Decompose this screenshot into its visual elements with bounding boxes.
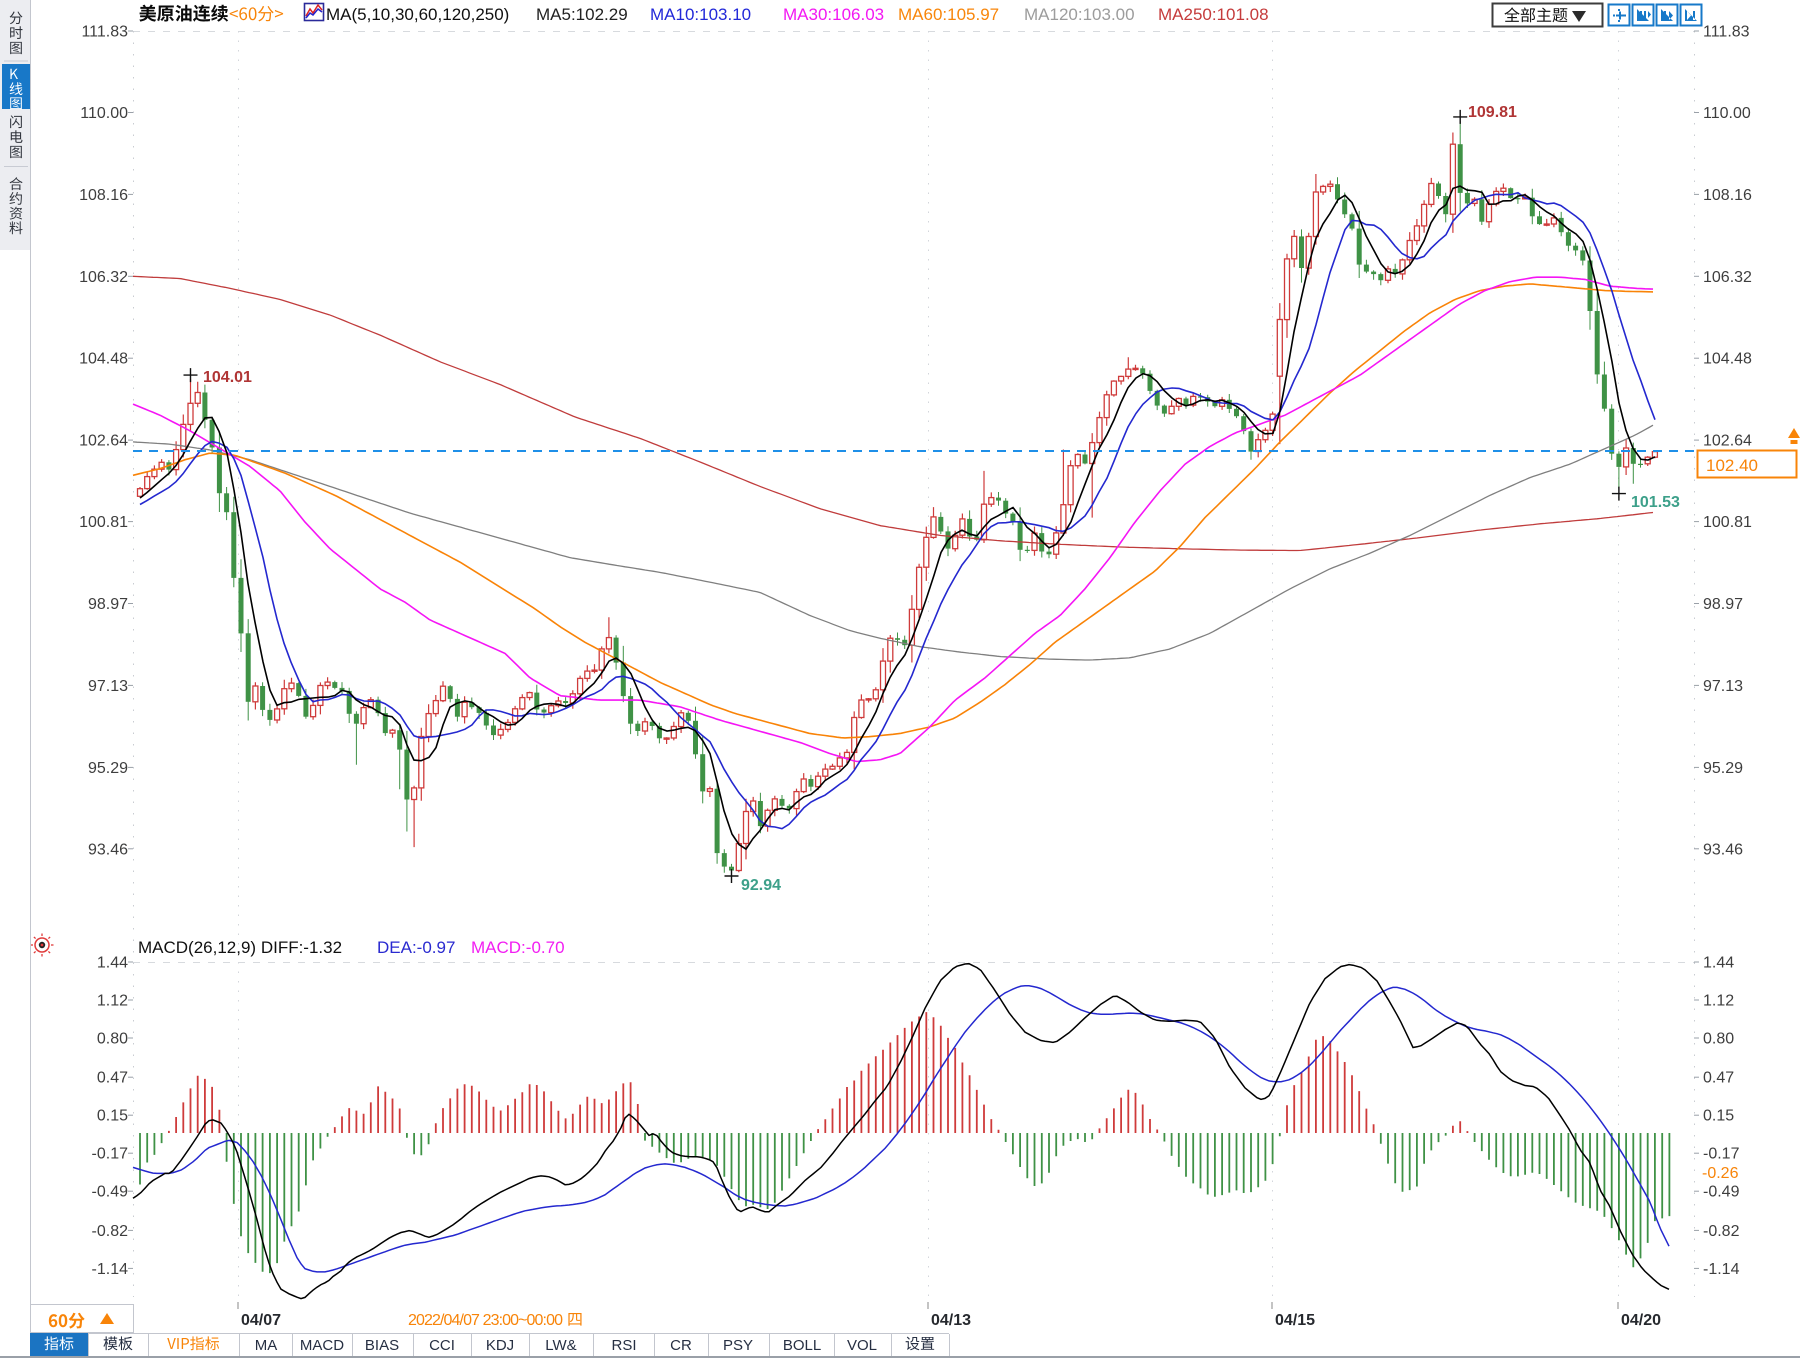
svg-text:102.40: 102.40: [1706, 456, 1758, 475]
svg-text:-0.82: -0.82: [1703, 1223, 1740, 1240]
svg-text:MA: MA: [255, 1337, 278, 1354]
svg-text:109.81: 109.81: [1468, 104, 1517, 121]
svg-text:MA30:106.03: MA30:106.03: [783, 5, 884, 24]
svg-text:MA(5,10,30,60,120,250): MA(5,10,30,60,120,250): [326, 5, 509, 24]
svg-text:BOLL: BOLL: [783, 1337, 821, 1354]
svg-text:1.12: 1.12: [1703, 993, 1734, 1010]
svg-text:04/15: 04/15: [1275, 1312, 1315, 1329]
svg-text:DEA:-0.97: DEA:-0.97: [377, 938, 455, 957]
svg-text:98.97: 98.97: [1703, 596, 1743, 613]
svg-text:-0.17: -0.17: [92, 1146, 129, 1163]
svg-text:LW&: LW&: [545, 1337, 576, 1354]
svg-text:101.53: 101.53: [1631, 494, 1680, 511]
svg-text:110.00: 110.00: [80, 105, 128, 122]
svg-text:0.15: 0.15: [1703, 1108, 1734, 1125]
svg-text:-0.49: -0.49: [1703, 1184, 1740, 1201]
svg-text:BIAS: BIAS: [365, 1337, 399, 1354]
svg-text:KDJ: KDJ: [486, 1337, 514, 1354]
svg-text:97.13: 97.13: [88, 678, 128, 695]
svg-text:104.48: 104.48: [1703, 351, 1752, 368]
svg-text:108.16: 108.16: [79, 187, 128, 204]
svg-text:MACD: MACD: [300, 1337, 344, 1354]
svg-text:CR: CR: [670, 1337, 692, 1354]
svg-text:0.15: 0.15: [97, 1108, 128, 1125]
svg-text:95.29: 95.29: [88, 760, 128, 777]
svg-text:92.94: 92.94: [741, 877, 781, 894]
svg-text:1.44: 1.44: [1703, 955, 1734, 972]
svg-text:95.29: 95.29: [1703, 760, 1743, 777]
svg-text:MA5:102.29: MA5:102.29: [536, 5, 628, 24]
svg-text:110.00: 110.00: [1703, 105, 1751, 122]
svg-text:VOL: VOL: [847, 1337, 877, 1354]
svg-text:1.12: 1.12: [97, 993, 128, 1010]
svg-text:MA10:103.10: MA10:103.10: [650, 5, 751, 24]
svg-text:106.32: 106.32: [79, 269, 128, 286]
svg-text:104.48: 104.48: [79, 351, 128, 368]
svg-text:0.80: 0.80: [1703, 1031, 1734, 1048]
svg-text:04/20: 04/20: [1621, 1312, 1661, 1329]
svg-text:-1.14: -1.14: [92, 1261, 129, 1278]
svg-text:0.80: 0.80: [97, 1031, 128, 1048]
svg-text:98.97: 98.97: [88, 596, 128, 613]
svg-text:2022/04/07 23:00~00:00: 2022/04/07 23:00~00:00: [408, 1312, 563, 1329]
svg-text:111.83: 111.83: [1703, 24, 1750, 41]
svg-text:102.64: 102.64: [79, 433, 128, 450]
svg-text:93.46: 93.46: [1703, 841, 1743, 858]
svg-text:100.81: 100.81: [1703, 514, 1752, 531]
svg-text:-0.17: -0.17: [1703, 1146, 1740, 1163]
svg-text:-0.49: -0.49: [92, 1184, 129, 1201]
svg-text:CCI: CCI: [429, 1337, 455, 1354]
svg-text:-1.14: -1.14: [1703, 1261, 1740, 1278]
svg-text:MACD(26,12,9) DIFF:-1.32: MACD(26,12,9) DIFF:-1.32: [138, 938, 342, 957]
svg-text:RSI: RSI: [611, 1337, 636, 1354]
svg-text:04/13: 04/13: [931, 1312, 971, 1329]
svg-text:-0.82: -0.82: [92, 1223, 129, 1240]
svg-text:-0.26: -0.26: [1702, 1165, 1739, 1182]
svg-text:97.13: 97.13: [1703, 678, 1743, 695]
svg-text:MA60:105.97: MA60:105.97: [898, 5, 999, 24]
svg-text:MA120:103.00: MA120:103.00: [1024, 5, 1135, 24]
svg-text:04/07: 04/07: [241, 1312, 281, 1329]
svg-text:PSY: PSY: [723, 1337, 753, 1354]
svg-text:MACD:-0.70: MACD:-0.70: [471, 938, 565, 957]
svg-text:102.64: 102.64: [1703, 433, 1752, 450]
svg-text:100.81: 100.81: [79, 514, 128, 531]
svg-text:93.46: 93.46: [88, 841, 128, 858]
svg-text:104.01: 104.01: [203, 369, 252, 386]
svg-text:0.47: 0.47: [97, 1070, 128, 1087]
svg-text:MA250:101.08: MA250:101.08: [1158, 5, 1269, 24]
svg-text:106.32: 106.32: [1703, 269, 1752, 286]
svg-text:111.83: 111.83: [81, 24, 128, 41]
svg-text:1.44: 1.44: [97, 955, 128, 972]
svg-text:108.16: 108.16: [1703, 187, 1752, 204]
svg-text:0.47: 0.47: [1703, 1070, 1734, 1087]
